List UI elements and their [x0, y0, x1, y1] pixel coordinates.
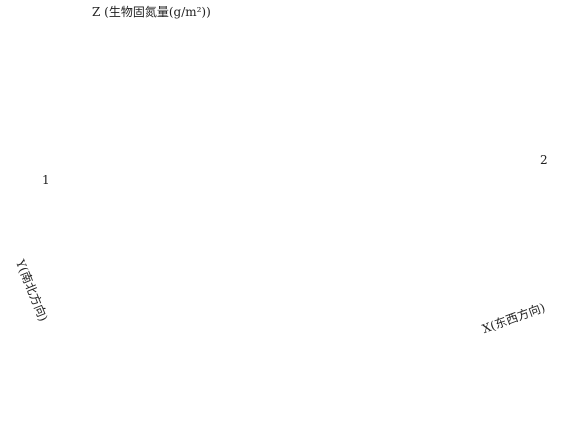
trend-label: 2 — [540, 153, 548, 167]
x-axis-label: X(东西方向) — [480, 299, 547, 336]
y-axis-label: Y(南北方向) — [13, 256, 52, 323]
z-axis-label: Z (生物固氮量(g/m²)) — [92, 4, 211, 19]
trend-label: 1 — [42, 173, 50, 187]
